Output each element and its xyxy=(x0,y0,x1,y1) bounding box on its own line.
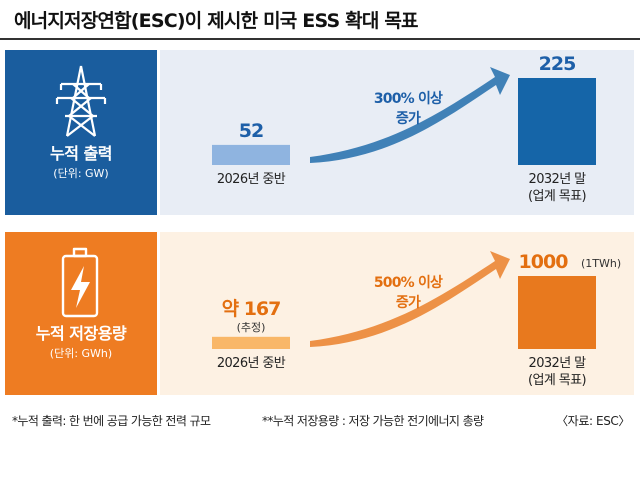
power-value-label-1: 225 xyxy=(539,53,576,75)
power-arrow-label: 300% 이상 xyxy=(374,90,443,107)
source-note: 〈자료: ESC〉 xyxy=(556,414,630,428)
power-value-label-0: 52 xyxy=(239,120,263,142)
chart-title: 에너지저장연합(ESC)이 제시한 미국 ESS 확대 목표 xyxy=(14,10,419,32)
battery-bolt-icon xyxy=(61,247,99,318)
storage-panel-unit: (단위: GWh) xyxy=(49,347,113,360)
footnote-storage: **누적 저장용량 : 저장 가능한 전기에너지 총량 xyxy=(262,414,484,428)
storage-value-label-1: 1000 xyxy=(519,251,569,273)
storage-category-label-1: 2032년 말 xyxy=(529,356,587,371)
transmission-tower-icon xyxy=(55,65,107,137)
storage-label-panel: 누적 저장용량 (단위: GWh) xyxy=(5,232,157,395)
storage-value-note-1: (1TWh) xyxy=(581,257,621,270)
footnote-power: *누적 출력: 한 번에 공급 가능한 전력 규모 xyxy=(12,414,211,428)
power-panel-unit: (단위: GW) xyxy=(53,167,109,180)
title-divider xyxy=(0,38,640,40)
power-bar-0 xyxy=(212,144,290,165)
storage-arrow-label: 500% 이상 xyxy=(374,274,443,291)
storage-category-label-1: (업계 목표) xyxy=(528,373,586,388)
power-panel-label: 누적 출력 xyxy=(50,144,112,163)
storage-value-label-0: 약 167 xyxy=(222,298,281,320)
power-category-label-1: 2032년 말 xyxy=(529,172,587,187)
storage-chart-panel: 약 167 (추정) 2026년 중반 1000 (1TWh) 2032년 말 (업계 목표… xyxy=(160,232,634,395)
power-label-panel: 누적 출력 (단위: GW) xyxy=(5,50,157,215)
storage-bar-0 xyxy=(212,336,290,349)
storage-arrow-label: 증가 xyxy=(396,295,421,311)
storage-value-note-0: (추정) xyxy=(237,321,266,334)
power-bar-1 xyxy=(518,78,596,165)
power-arrow-label: 증가 xyxy=(396,111,421,127)
storage-category-label-0: 2026년 중반 xyxy=(217,356,286,371)
storage-bar-chart: 약 167(추정) 2026년 중반 1000 (1TWh) 2032년 말 (업계 목표… xyxy=(212,251,621,388)
storage-bar-1 xyxy=(518,276,596,349)
storage-panel-label: 누적 저장용량 xyxy=(35,324,127,343)
power-category-label-0: 2026년 중반 xyxy=(217,172,286,187)
power-category-label-1: (업계 목표) xyxy=(528,189,586,204)
